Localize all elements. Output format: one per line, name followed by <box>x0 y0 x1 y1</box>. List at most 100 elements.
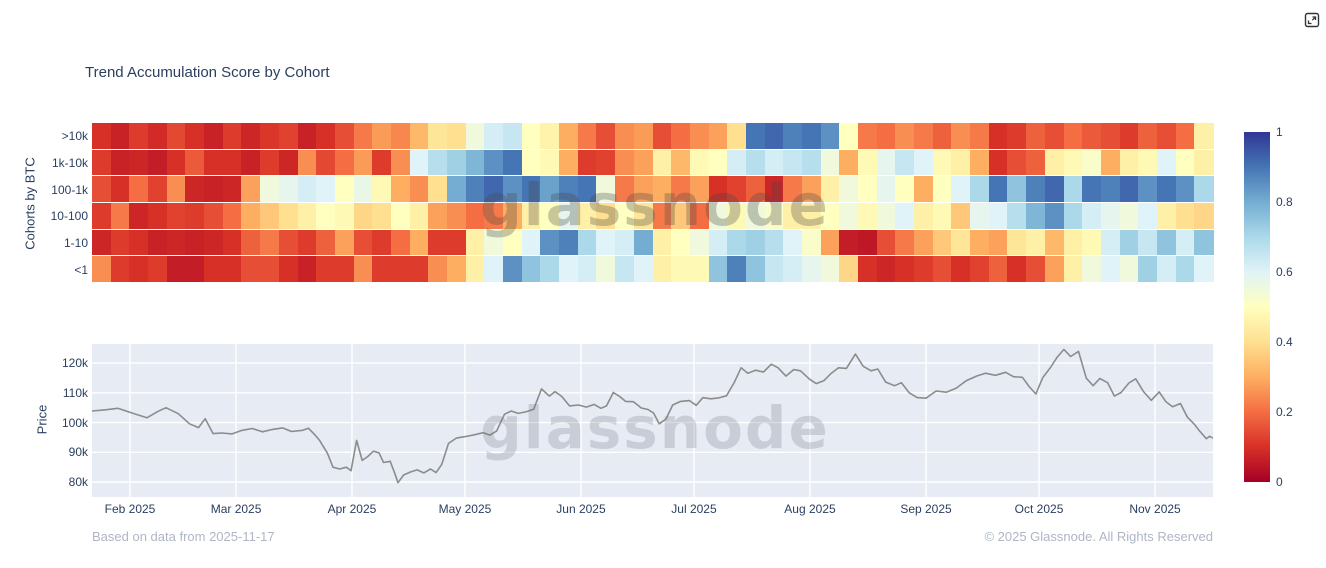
heatmap-cell <box>932 203 953 229</box>
price-y-tick-label: 90k <box>68 445 88 460</box>
heatmap-cell <box>129 203 149 229</box>
heatmap-cell <box>801 203 822 229</box>
heatmap-cell <box>839 256 859 282</box>
heatmap-cell <box>633 149 654 176</box>
heatmap-cell <box>895 229 915 256</box>
heatmap-cell <box>446 203 467 229</box>
heatmap-cell <box>1044 123 1065 149</box>
heatmap-cell <box>353 229 373 256</box>
heatmap-cell <box>428 123 448 149</box>
heatmap-row-label: 1k-10k <box>51 156 88 170</box>
heatmap-cell <box>932 176 953 202</box>
heatmap-cell <box>334 123 355 149</box>
page-title: Trend Accumulation Score by Cohort <box>85 64 330 81</box>
heatmap-cell <box>1175 256 1195 282</box>
heatmap-cell <box>1007 149 1027 176</box>
heatmap-cell <box>428 149 448 176</box>
heatmap-cell <box>633 229 654 256</box>
heatmap-cell <box>484 149 504 176</box>
heatmap-cell <box>801 256 822 282</box>
heatmap-cell <box>390 123 411 149</box>
heatmap-cell <box>615 176 635 202</box>
heatmap-cell <box>1100 149 1121 176</box>
heatmap-cell <box>334 149 355 176</box>
heatmap-cell <box>260 149 280 176</box>
heatmap-cell <box>353 123 373 149</box>
heatmap-cell <box>689 229 710 256</box>
heatmap-cell <box>166 149 186 176</box>
heatmap-cell <box>1100 203 1121 229</box>
heatmap-cell <box>1007 123 1027 149</box>
heatmap-cell <box>390 229 411 256</box>
heatmap-cell <box>951 229 971 256</box>
heatmap-cell <box>951 123 971 149</box>
heatmap-cell <box>92 149 112 176</box>
heatmap-cell <box>110 203 130 229</box>
heatmap-cell <box>577 123 598 149</box>
heatmap-cell <box>1138 176 1158 202</box>
heatmap-cell <box>932 123 953 149</box>
heatmap-cell <box>783 123 803 149</box>
heatmap-cell <box>932 149 953 176</box>
heatmap-cell <box>1063 149 1083 176</box>
heatmap-cell <box>372 256 392 282</box>
heatmap-cell <box>970 123 990 149</box>
heatmap-cell <box>316 123 336 149</box>
heatmap-cell <box>596 123 616 149</box>
heatmap-cell <box>110 123 130 149</box>
heatmap-cell <box>671 203 691 229</box>
heatmap-cell <box>820 256 840 282</box>
heatmap-cell <box>745 256 766 282</box>
heatmap-cell <box>615 203 635 229</box>
heatmap-cell <box>1119 123 1139 149</box>
heatmap-cell <box>1175 123 1195 149</box>
heatmap-cell <box>148 256 168 282</box>
heatmap-cell <box>1156 176 1177 202</box>
heatmap-cell <box>1175 176 1195 202</box>
heatmap-cell <box>951 149 971 176</box>
heatmap-cell <box>260 176 280 202</box>
heatmap-cell <box>260 203 280 229</box>
heatmap-cell <box>1194 176 1214 202</box>
heatmap-cell <box>148 123 168 149</box>
expand-icon[interactable] <box>1303 11 1321 29</box>
heatmap-cell <box>596 256 616 282</box>
heatmap-cell <box>372 123 392 149</box>
heatmap-cell <box>334 229 355 256</box>
heatmap-cell <box>839 176 859 202</box>
heatmap-cell <box>1138 256 1158 282</box>
heatmap-cell <box>1007 229 1027 256</box>
heatmap-cell <box>390 176 411 202</box>
heatmap-cell <box>764 176 784 202</box>
heatmap-cell <box>633 256 654 282</box>
heatmap-cell <box>1026 203 1046 229</box>
heatmap-cell <box>1194 149 1214 176</box>
data-source-note: Based on data from 2025-11-17 <box>92 529 275 544</box>
heatmap-cell <box>484 256 504 282</box>
heatmap-cell <box>914 149 934 176</box>
heatmap-cell <box>241 176 261 202</box>
heatmap-cell <box>652 203 672 229</box>
heatmap-cell <box>465 149 485 176</box>
heatmap-cell <box>1119 203 1139 229</box>
colorbar-tick-label: 0.8 <box>1276 195 1293 209</box>
price-chart[interactable] <box>92 344 1213 497</box>
heatmap-cell <box>1156 256 1177 282</box>
heatmap-cell <box>596 229 616 256</box>
heatmap-cell <box>1082 149 1102 176</box>
heatmap-cell <box>1063 256 1083 282</box>
heatmap-cell <box>428 203 448 229</box>
heatmap-cell <box>353 176 373 202</box>
heatmap-cell <box>241 203 261 229</box>
heatmap-cell <box>783 149 803 176</box>
heatmap-cell <box>689 123 710 149</box>
heatmap-cell <box>970 256 990 282</box>
heatmap-cell <box>185 203 205 229</box>
heatmap-cell <box>858 149 878 176</box>
heatmap-cell <box>727 256 747 282</box>
cohort-heatmap[interactable] <box>92 123 1214 283</box>
heatmap-cell <box>409 149 429 176</box>
heatmap-cell <box>559 149 579 176</box>
x-axis-tick-label: Jun 2025 <box>556 502 606 516</box>
